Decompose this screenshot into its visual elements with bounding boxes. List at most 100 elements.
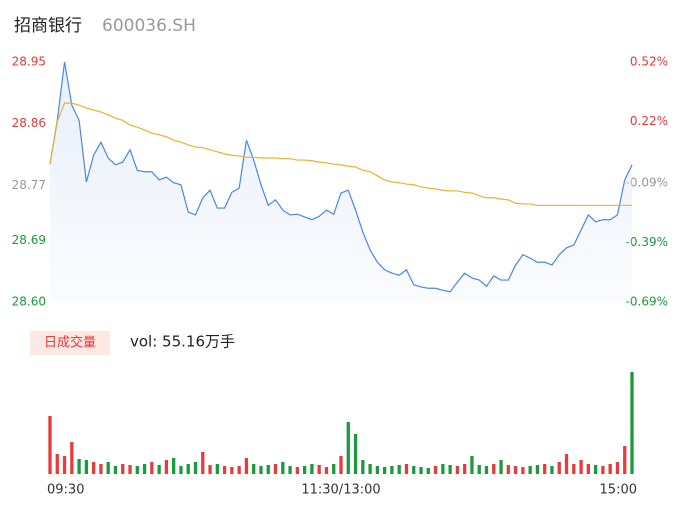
volume-bar xyxy=(361,460,365,474)
volume-bar xyxy=(150,462,154,474)
volume-bar xyxy=(557,462,561,474)
volume-bar xyxy=(215,464,219,474)
volume-bar xyxy=(353,434,358,474)
volume-bar xyxy=(455,466,460,474)
stock-name: 招商银行 xyxy=(14,16,82,36)
y2-tick-label: -0.39% xyxy=(626,235,668,249)
volume-bar xyxy=(550,466,554,474)
volume-bar xyxy=(281,462,285,474)
price-line xyxy=(49,61,633,293)
volume-bar xyxy=(48,416,52,474)
volume-bar xyxy=(499,460,503,474)
volume-bar xyxy=(266,465,270,474)
stock-code: 600036.SH xyxy=(102,16,196,36)
volume-bar xyxy=(244,458,249,474)
volume-bar xyxy=(390,466,394,474)
volume-bar xyxy=(608,464,612,474)
volume-bar xyxy=(404,464,409,474)
volume-bar xyxy=(433,466,438,474)
volume-bar xyxy=(324,467,329,474)
x-tick-label: 15:00 xyxy=(600,483,637,498)
y-tick-label: 28.69 xyxy=(12,233,46,247)
volume-bar xyxy=(302,466,307,474)
y-tick-label: 28.95 xyxy=(12,55,46,69)
volume-bar xyxy=(128,465,132,474)
volume-bar xyxy=(92,462,96,474)
volume-bar xyxy=(230,467,234,474)
volume-bar xyxy=(463,464,467,474)
volume-bar xyxy=(426,468,430,474)
volume-bar xyxy=(412,466,416,474)
x-tick-label: 09:30 xyxy=(47,483,84,498)
volume-bar xyxy=(630,372,634,474)
volume-bar xyxy=(164,460,169,474)
volume-bar xyxy=(470,456,474,474)
volume-bar xyxy=(222,466,227,474)
volume-bar xyxy=(564,454,569,474)
volume-bar xyxy=(273,464,278,474)
volume-bar xyxy=(513,466,518,474)
volume-bar xyxy=(477,465,481,474)
volume-bar xyxy=(317,465,321,474)
volume-bar xyxy=(62,456,67,474)
volume-bar xyxy=(601,466,605,474)
volume-bar xyxy=(506,465,510,474)
volume-bar xyxy=(535,465,540,474)
volume-bar xyxy=(543,464,547,474)
y2-tick-label: 0.52% xyxy=(630,55,668,69)
volume-badge-label: 日成交量 xyxy=(44,335,96,351)
volume-bar xyxy=(492,464,496,474)
volume-bar xyxy=(172,458,176,474)
volume-bar xyxy=(106,462,110,474)
volume-bar xyxy=(623,446,627,474)
volume-bar xyxy=(208,465,212,474)
volume-bar xyxy=(113,466,118,474)
volume-bar xyxy=(121,464,125,474)
volume-bar xyxy=(521,467,525,474)
volume-bar xyxy=(193,462,198,474)
volume-bar xyxy=(593,465,598,474)
volume-bar xyxy=(201,452,205,474)
volume-bar xyxy=(586,464,590,474)
y-tick-label: 28.86 xyxy=(12,116,46,130)
volume-bar xyxy=(332,464,336,474)
y2-tick-label: 0.22% xyxy=(630,114,668,128)
volume-bar xyxy=(419,467,423,474)
volume-badge xyxy=(30,331,110,355)
volume-bar xyxy=(346,422,350,474)
volume-bar xyxy=(383,467,387,474)
volume-bar xyxy=(572,464,576,474)
average-line xyxy=(49,102,632,206)
volume-bar xyxy=(84,460,89,474)
price-area xyxy=(50,62,632,302)
volume-bar xyxy=(179,466,183,474)
volume-bar xyxy=(397,465,401,474)
volume-bar xyxy=(99,464,103,474)
x-tick-label: 11:30/13:00 xyxy=(301,483,380,498)
volume-bar xyxy=(77,459,81,474)
volume-bar xyxy=(288,466,292,474)
volume-bar xyxy=(186,464,190,474)
volume-bar xyxy=(142,464,147,474)
y-tick-label: 28.77 xyxy=(12,178,46,192)
volume-bar xyxy=(484,466,489,474)
volume-bar xyxy=(70,442,74,474)
volume-bar xyxy=(528,466,532,474)
volume-bar xyxy=(615,462,620,474)
volume-bar xyxy=(55,454,59,474)
volume-total: vol: 55.16万手 xyxy=(130,333,235,351)
volume-bar xyxy=(259,466,263,474)
volume-bar xyxy=(368,464,372,474)
y-tick-label: 28.60 xyxy=(12,295,46,309)
volume-bar xyxy=(295,467,299,474)
y2-tick-label: -0.09% xyxy=(626,175,668,189)
volume-bar xyxy=(237,466,241,474)
volume-bar xyxy=(157,465,161,474)
volume-bar xyxy=(339,456,343,474)
volume-bar xyxy=(441,464,445,474)
volume-bar xyxy=(448,465,452,474)
y2-tick-label: -0.69% xyxy=(626,295,668,309)
volume-bar xyxy=(252,464,256,474)
